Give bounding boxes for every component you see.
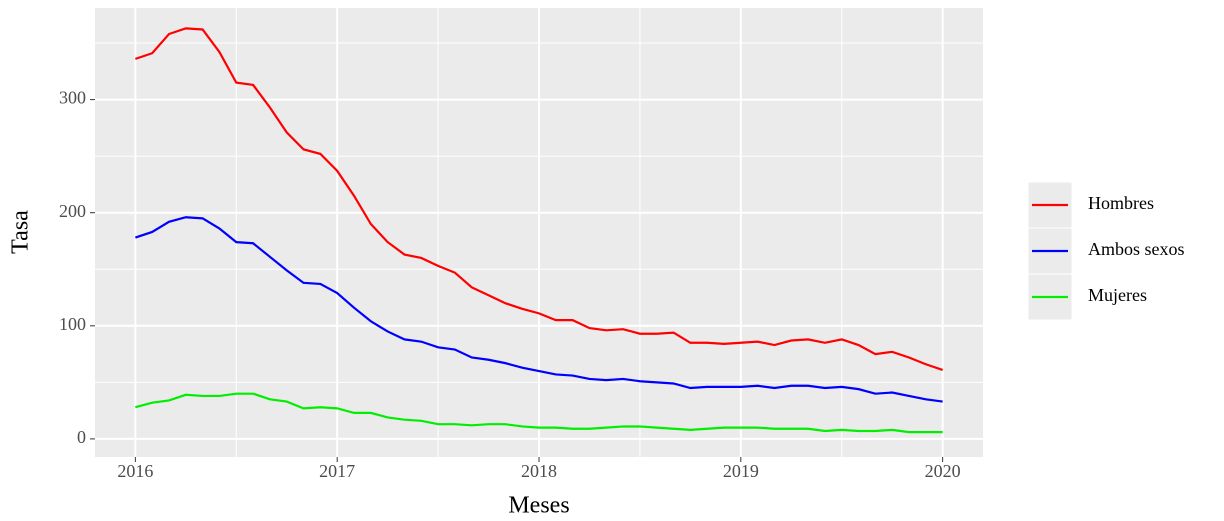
y-tick-label: 100	[59, 314, 86, 334]
series-line	[135, 27, 943, 371]
x-tick-label: 2016	[117, 461, 153, 481]
x-tick-label: 2017	[319, 461, 355, 481]
x-tick-label: 2019	[723, 461, 759, 481]
y-axis-title: Tasa	[8, 210, 34, 254]
legend-label: Hombres	[1088, 193, 1154, 213]
grid: 0 100 200 300 2016 2017 2018 2019 2020	[59, 8, 983, 481]
y-tick-label: 0	[77, 427, 86, 447]
legend-label: Ambos sexos	[1088, 239, 1185, 259]
y-tick-label: 300	[59, 88, 86, 108]
lines	[135, 27, 943, 434]
legend-label: Mujeres	[1088, 285, 1147, 305]
series-line	[135, 392, 943, 434]
x-tick-label: 2018	[521, 461, 557, 481]
x-axis-title: Meses	[508, 493, 569, 519]
series-line	[135, 216, 943, 403]
x-tick-label: 2020	[925, 461, 961, 481]
y-tick-label: 200	[59, 201, 86, 221]
legend: Hombres Ambos sexos Mujeres	[1027, 181, 1185, 321]
